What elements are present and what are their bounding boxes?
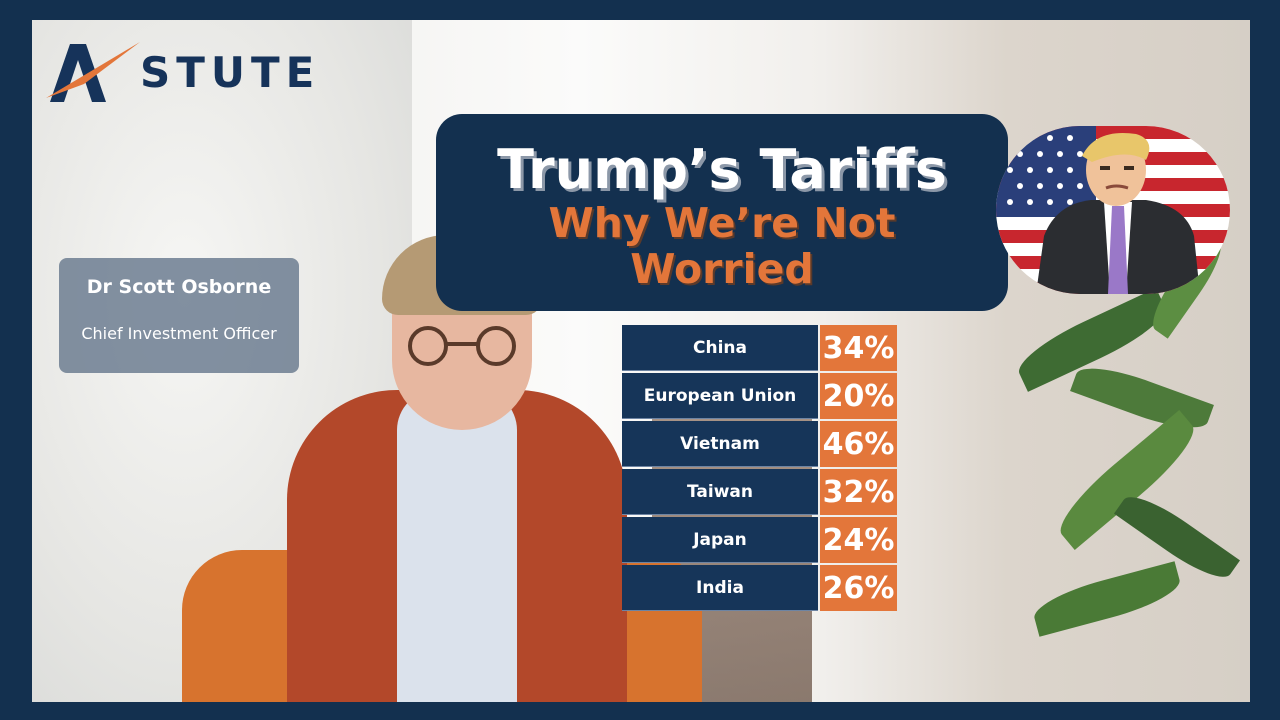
- country-cell: Vietnam: [622, 421, 818, 467]
- rate-cell: 34%: [820, 325, 897, 371]
- plant-leaf: [1029, 561, 1185, 637]
- country-cell: China: [622, 325, 818, 371]
- tariff-table: China 34% European Union 20% Vietnam 46%…: [622, 325, 897, 611]
- title-sub-line1: Why We’re Not: [548, 199, 896, 247]
- rate-cell: 24%: [820, 517, 897, 563]
- country-cell: India: [622, 565, 818, 611]
- table-row: Japan 24%: [622, 517, 897, 563]
- country-cell: European Union: [622, 373, 818, 419]
- speaker-role: Chief Investment Officer: [81, 324, 277, 343]
- rate-cell: 26%: [820, 565, 897, 611]
- us-flag-icon: [996, 126, 1230, 294]
- speaker-card: Dr Scott Osborne Chief Investment Office…: [59, 258, 299, 373]
- table-row: Vietnam 46%: [622, 421, 897, 467]
- table-row: Taiwan 32%: [622, 469, 897, 515]
- title-main: Trump’s Tariffs: [497, 138, 947, 201]
- country-cell: Japan: [622, 517, 818, 563]
- country-cell: Taiwan: [622, 469, 818, 515]
- title-banner: Trump’s Tariffs Why We’re Not Worried: [436, 114, 1008, 311]
- speaker-name: Dr Scott Osborne: [86, 276, 272, 298]
- astute-logo: STUTE: [44, 40, 320, 104]
- shirt: [397, 390, 517, 702]
- glasses-icon: [408, 326, 516, 366]
- flag-portrait: [996, 126, 1230, 294]
- logo-text: STUTE: [140, 47, 321, 97]
- rate-cell: 20%: [820, 373, 897, 419]
- table-row: India 26%: [622, 565, 897, 611]
- rate-cell: 46%: [820, 421, 897, 467]
- title-sub-line2: Worried: [630, 245, 814, 293]
- logo-a-icon: [46, 42, 140, 102]
- title-sub: Why We’re Not Worried: [436, 200, 1008, 292]
- table-row: European Union 20%: [622, 373, 897, 419]
- rate-cell: 32%: [820, 469, 897, 515]
- table-row: China 34%: [622, 325, 897, 371]
